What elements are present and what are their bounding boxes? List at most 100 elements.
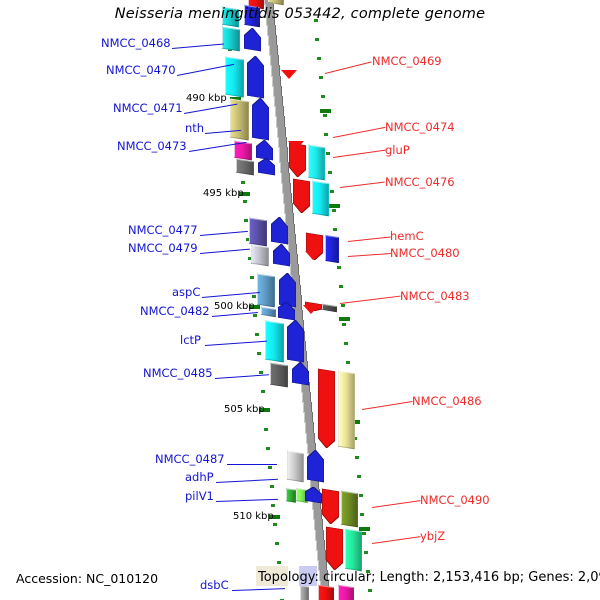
gene-label-right[interactable]: NMCC_0474 xyxy=(385,120,455,134)
gene-label-left[interactable]: nth xyxy=(185,121,205,135)
gene-product-box[interactable] xyxy=(345,528,362,572)
gene-arrow-forward[interactable] xyxy=(271,216,288,245)
backbone-segment xyxy=(304,422,314,429)
gene-arrow-reverse-small[interactable] xyxy=(305,251,321,260)
gene-arrow-reverse-small[interactable] xyxy=(288,141,304,150)
backbone-segment xyxy=(282,187,292,194)
backbone-segment xyxy=(304,417,314,424)
gene-product-box[interactable] xyxy=(236,158,254,176)
gene-arrow-forward[interactable] xyxy=(278,301,295,321)
gene-label-left[interactable]: NMCC_0471 xyxy=(113,101,183,115)
ruler-tick-minor xyxy=(267,466,272,469)
gene-label-left[interactable]: lctP xyxy=(180,333,201,347)
gene-product-box[interactable] xyxy=(341,490,358,528)
backbone-segment xyxy=(301,391,311,398)
gene-product-box[interactable] xyxy=(257,273,275,308)
gene-product-box[interactable] xyxy=(251,244,269,267)
gene-label-right[interactable]: NMCC_0476 xyxy=(385,175,455,189)
label-leader-line xyxy=(340,295,401,304)
gene-label-left[interactable]: NMCC_0468 xyxy=(101,36,171,50)
gene-product-box[interactable] xyxy=(338,370,355,450)
backbone-segment xyxy=(271,75,281,82)
gene-product-box[interactable] xyxy=(308,144,325,181)
accession-label: Accession: NC_010120 xyxy=(16,571,159,586)
gene-product-box[interactable] xyxy=(312,180,329,217)
gene-product-box[interactable] xyxy=(287,450,304,483)
gene-product-box-partial[interactable] xyxy=(338,584,354,600)
gene-arrow-forward[interactable] xyxy=(307,449,324,483)
gene-arrow-forward[interactable] xyxy=(244,27,261,52)
backbone-segment xyxy=(313,519,323,526)
gene-label-right[interactable]: NMCC_0490 xyxy=(420,493,490,507)
gene-product-box[interactable] xyxy=(286,488,296,503)
backbone-segment xyxy=(267,34,277,41)
backbone-segment xyxy=(265,9,275,16)
backbone-segment xyxy=(274,106,284,113)
gene-label-right[interactable]: gluP xyxy=(385,143,410,157)
gene-label-left[interactable]: NMCC_0482 xyxy=(140,304,210,318)
gene-label-left[interactable]: NMCC_0485 xyxy=(143,366,213,380)
gene-arrow-forward[interactable] xyxy=(256,139,273,161)
gene-product-box[interactable] xyxy=(270,362,288,388)
gene-label-left[interactable]: NMCC_0473 xyxy=(117,139,187,153)
ruler-tick-minor xyxy=(244,219,249,222)
gene-label-right[interactable]: NMCC_0469 xyxy=(372,54,442,68)
gene-arrow-reverse[interactable] xyxy=(293,178,310,215)
backbone-segment xyxy=(265,14,275,21)
gene-product-box[interactable] xyxy=(261,306,276,318)
backbone-segment xyxy=(270,60,280,67)
gene-product-box-partial[interactable] xyxy=(300,585,309,600)
gene-arrow-forward[interactable] xyxy=(287,319,304,363)
page-title: Neisseria meningitidis 053442, complete … xyxy=(114,6,486,22)
gene-arrow-forward[interactable] xyxy=(279,272,296,308)
gene-label-left[interactable]: NMCC_0479 xyxy=(128,241,198,255)
gene-label-right[interactable]: NMCC_0480 xyxy=(390,246,460,260)
ruler-tick-minor xyxy=(253,314,258,317)
backbone-segment xyxy=(277,131,287,138)
gene-label-left[interactable]: NMCC_0487 xyxy=(155,452,225,466)
gene-arrow-reverse[interactable] xyxy=(326,526,343,572)
ruler-label: 505 kbp xyxy=(224,404,265,415)
gene-label-left[interactable]: dsbC xyxy=(200,578,229,592)
gene-label-left[interactable]: adhP xyxy=(185,470,214,484)
gene-product-box[interactable] xyxy=(222,26,240,52)
gene-product-box[interactable] xyxy=(225,56,244,98)
gene-arrow-reverse-small[interactable] xyxy=(303,305,319,314)
gene-label-right[interactable]: NMCC_0483 xyxy=(400,289,470,303)
gene-arrow-reverse-small[interactable] xyxy=(281,70,297,79)
label-leader-line xyxy=(212,311,258,317)
gene-arrow-forward[interactable] xyxy=(258,157,275,176)
gene-arrow-forward[interactable] xyxy=(252,97,269,141)
gene-arrow-reverse[interactable] xyxy=(318,368,335,450)
backbone-segment xyxy=(277,136,287,143)
gene-product-box[interactable] xyxy=(325,234,339,264)
gene-label-left[interactable]: NMCC_0470 xyxy=(106,63,176,77)
gene-product-box-partial[interactable] xyxy=(318,584,334,600)
label-leader-line xyxy=(333,126,386,138)
gene-arrow-reverse[interactable] xyxy=(289,142,306,179)
ruler-tick-minor xyxy=(344,342,349,345)
gene-product-box[interactable] xyxy=(249,217,267,247)
ruler-tick-minor xyxy=(313,19,318,22)
gene-arrow-forward[interactable] xyxy=(305,486,322,504)
ruler-tick-minor xyxy=(276,561,281,564)
gene-arrow-forward[interactable] xyxy=(292,361,309,386)
gene-label-left[interactable]: pilV1 xyxy=(185,489,214,503)
gene-product-box[interactable] xyxy=(265,320,284,363)
gene-label-right[interactable]: ybjZ xyxy=(420,529,446,543)
backbone-segment xyxy=(273,96,283,103)
backbone-segment xyxy=(302,396,312,403)
gene-label-right[interactable]: hemC xyxy=(390,229,424,243)
gene-arrow-reverse[interactable] xyxy=(322,488,339,526)
gene-label-right[interactable]: NMCC_0486 xyxy=(412,394,482,408)
ruler-tick-minor xyxy=(327,171,332,174)
gene-product-box[interactable] xyxy=(322,303,337,313)
gene-arrow-forward[interactable] xyxy=(273,243,290,267)
gene-arrow-forward[interactable] xyxy=(247,55,264,99)
ruler-tick-minor xyxy=(358,494,363,497)
gene-label-left[interactable]: aspC xyxy=(172,285,201,299)
gene-label-left[interactable]: NMCC_0477 xyxy=(128,223,198,237)
ruler-tick-minor xyxy=(251,295,256,298)
topology-highlight xyxy=(256,566,288,586)
